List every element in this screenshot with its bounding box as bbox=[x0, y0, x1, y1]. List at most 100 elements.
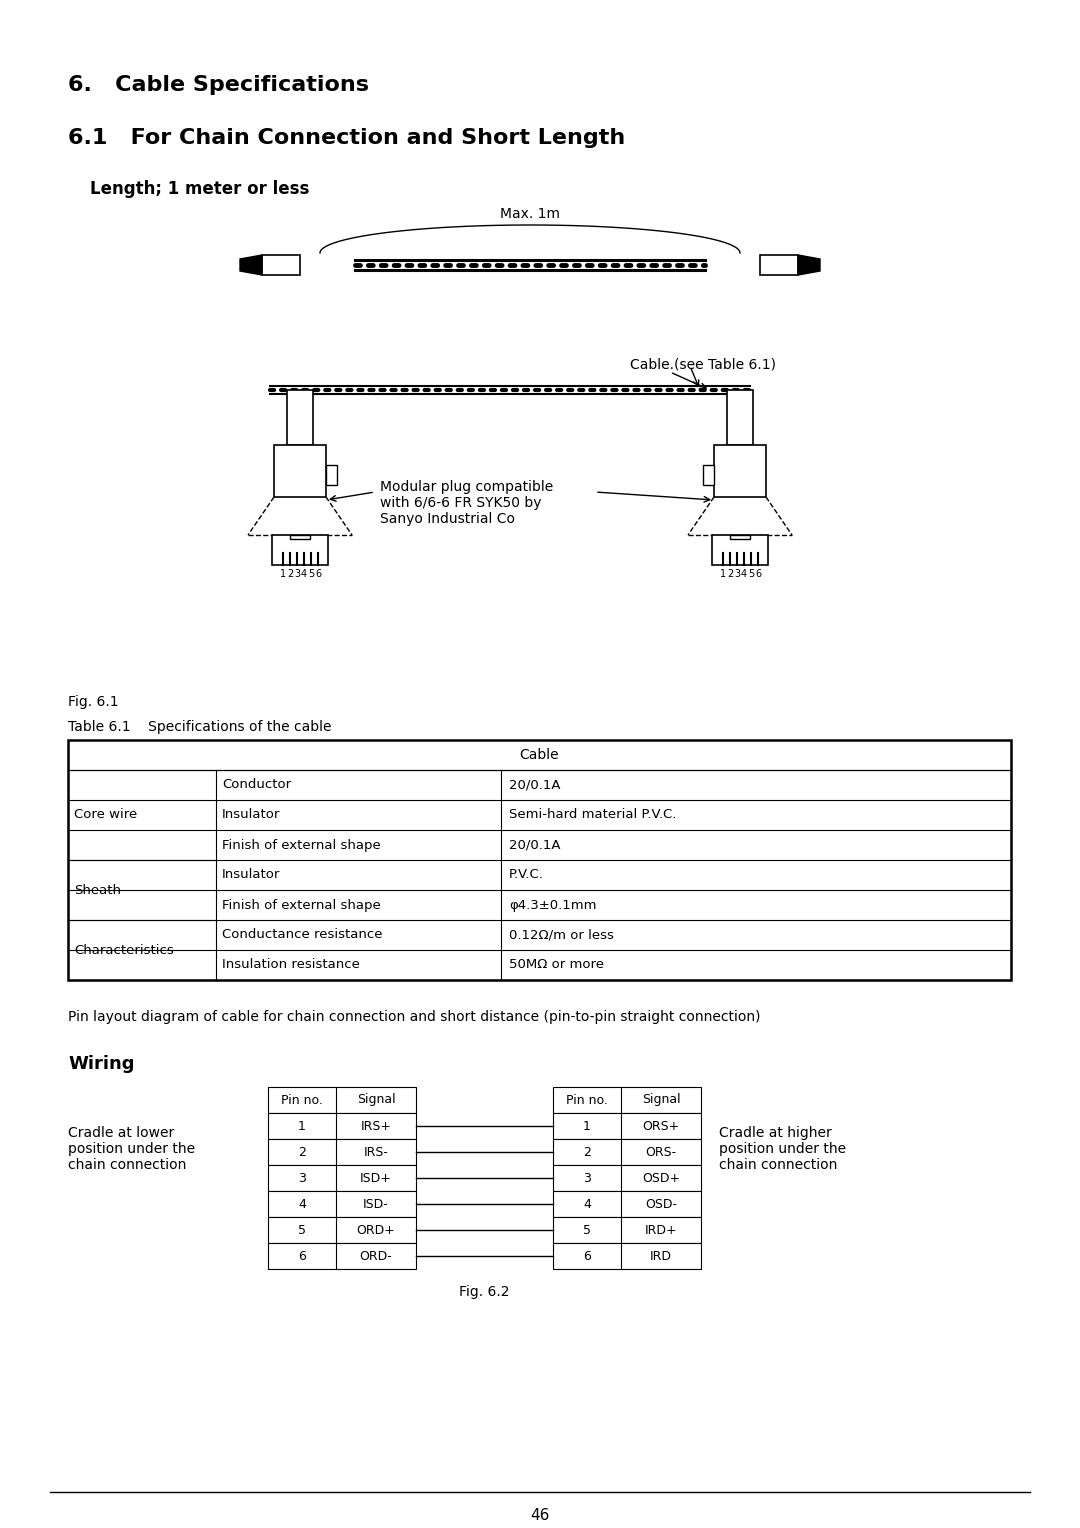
Text: ISD-: ISD- bbox=[363, 1198, 389, 1210]
Bar bbox=[268, 1112, 416, 1138]
Bar bbox=[268, 1216, 416, 1242]
Text: 5: 5 bbox=[747, 568, 754, 579]
Bar bbox=[274, 445, 326, 497]
Text: 6: 6 bbox=[583, 1250, 591, 1262]
Text: Signal: Signal bbox=[642, 1094, 680, 1106]
Text: Conductance resistance: Conductance resistance bbox=[222, 929, 382, 941]
Text: Semi-hard material P.V.C.: Semi-hard material P.V.C. bbox=[509, 808, 676, 822]
Text: 4: 4 bbox=[583, 1198, 591, 1210]
Text: Finish of external shape: Finish of external shape bbox=[222, 898, 381, 912]
Text: Cable.(see Table 6.1): Cable.(see Table 6.1) bbox=[630, 358, 777, 371]
Text: P.V.C.: P.V.C. bbox=[509, 868, 544, 882]
Bar bbox=[268, 1164, 416, 1190]
Bar bbox=[262, 255, 300, 275]
Bar bbox=[553, 1190, 701, 1216]
Text: Cable: Cable bbox=[519, 749, 559, 762]
Text: IRS+: IRS+ bbox=[361, 1120, 391, 1132]
Text: Insulation resistance: Insulation resistance bbox=[222, 958, 360, 972]
Bar bbox=[326, 465, 337, 484]
Text: 5: 5 bbox=[298, 1224, 306, 1236]
Text: Table 6.1    Specifications of the cable: Table 6.1 Specifications of the cable bbox=[68, 720, 332, 733]
Text: 4: 4 bbox=[301, 568, 307, 579]
Text: 5: 5 bbox=[583, 1224, 591, 1236]
Text: 5: 5 bbox=[308, 568, 314, 579]
Text: Sheath: Sheath bbox=[75, 883, 121, 897]
Text: Insulator: Insulator bbox=[222, 808, 281, 822]
Text: Cradle at higher
position under the
chain connection: Cradle at higher position under the chai… bbox=[719, 1126, 846, 1172]
Text: IRS-: IRS- bbox=[364, 1146, 389, 1158]
Text: ORD+: ORD+ bbox=[356, 1224, 395, 1236]
Text: Fig. 6.2: Fig. 6.2 bbox=[459, 1285, 510, 1299]
Text: 2: 2 bbox=[727, 568, 733, 579]
Bar bbox=[730, 535, 750, 539]
Text: OSD-: OSD- bbox=[645, 1198, 677, 1210]
Text: IRD+: IRD+ bbox=[645, 1224, 677, 1236]
Bar bbox=[268, 1190, 416, 1216]
Bar bbox=[553, 1112, 701, 1138]
Text: 2: 2 bbox=[287, 568, 293, 579]
Text: 3: 3 bbox=[734, 568, 740, 579]
Text: Characteristics: Characteristics bbox=[75, 943, 174, 957]
Text: 6: 6 bbox=[298, 1250, 306, 1262]
Text: ORS-: ORS- bbox=[646, 1146, 676, 1158]
Text: Core wire: Core wire bbox=[75, 808, 137, 822]
Bar bbox=[553, 1086, 701, 1112]
Bar bbox=[268, 1086, 416, 1112]
Text: Finish of external shape: Finish of external shape bbox=[222, 839, 381, 851]
Bar bbox=[712, 535, 768, 565]
Text: OSD+: OSD+ bbox=[642, 1172, 680, 1184]
Bar bbox=[268, 1242, 416, 1268]
Text: Insulator: Insulator bbox=[222, 868, 281, 882]
Bar bbox=[727, 390, 753, 445]
Text: Wiring: Wiring bbox=[68, 1054, 135, 1073]
Text: φ4.3±0.1mm: φ4.3±0.1mm bbox=[509, 898, 596, 912]
Text: 4: 4 bbox=[741, 568, 747, 579]
Text: 6.1   For Chain Connection and Short Length: 6.1 For Chain Connection and Short Lengt… bbox=[68, 128, 625, 148]
Text: 3: 3 bbox=[583, 1172, 591, 1184]
Text: 3: 3 bbox=[294, 568, 300, 579]
Text: 6: 6 bbox=[315, 568, 321, 579]
Bar bbox=[68, 740, 1011, 979]
Bar bbox=[291, 535, 310, 539]
Text: 2: 2 bbox=[298, 1146, 306, 1158]
Bar bbox=[287, 390, 313, 445]
Text: IRD: IRD bbox=[650, 1250, 672, 1262]
Text: ISD+: ISD+ bbox=[360, 1172, 392, 1184]
Bar bbox=[553, 1164, 701, 1190]
Text: 20/0.1A: 20/0.1A bbox=[509, 778, 561, 792]
Text: 20/0.1A: 20/0.1A bbox=[509, 839, 561, 851]
Bar bbox=[553, 1242, 701, 1268]
Text: 6: 6 bbox=[755, 568, 761, 579]
Text: 4: 4 bbox=[298, 1198, 306, 1210]
Bar bbox=[553, 1216, 701, 1242]
Text: Pin no.: Pin no. bbox=[281, 1094, 323, 1106]
Bar bbox=[268, 1138, 416, 1164]
Text: 0.12Ω/m or less: 0.12Ω/m or less bbox=[509, 929, 613, 941]
Text: Length; 1 meter or less: Length; 1 meter or less bbox=[90, 180, 309, 199]
Bar bbox=[760, 255, 798, 275]
Text: Max. 1m: Max. 1m bbox=[500, 206, 561, 222]
Bar bbox=[714, 445, 766, 497]
Text: 1: 1 bbox=[280, 568, 286, 579]
Text: Conductor: Conductor bbox=[222, 778, 292, 792]
Text: Signal: Signal bbox=[356, 1094, 395, 1106]
Text: Modular plug compatible
with 6/6-6 FR SYK50 by
Sanyo Industrial Co: Modular plug compatible with 6/6-6 FR SY… bbox=[380, 480, 553, 527]
Text: Cradle at lower
position under the
chain connection: Cradle at lower position under the chain… bbox=[68, 1126, 195, 1172]
Text: 1: 1 bbox=[583, 1120, 591, 1132]
Polygon shape bbox=[240, 255, 262, 275]
Text: 3: 3 bbox=[298, 1172, 306, 1184]
Bar bbox=[553, 1138, 701, 1164]
Bar bbox=[272, 535, 328, 565]
Text: ORD-: ORD- bbox=[360, 1250, 392, 1262]
Text: 1: 1 bbox=[720, 568, 726, 579]
Text: Pin no.: Pin no. bbox=[566, 1094, 608, 1106]
Text: 50MΩ or more: 50MΩ or more bbox=[509, 958, 604, 972]
Text: Pin layout diagram of cable for chain connection and short distance (pin-to-pin : Pin layout diagram of cable for chain co… bbox=[68, 1010, 760, 1024]
Text: 6.   Cable Specifications: 6. Cable Specifications bbox=[68, 75, 369, 95]
Text: Fig. 6.1: Fig. 6.1 bbox=[68, 695, 119, 709]
Polygon shape bbox=[798, 255, 820, 275]
Bar bbox=[703, 465, 714, 484]
Text: 46: 46 bbox=[530, 1508, 550, 1523]
Text: ORS+: ORS+ bbox=[643, 1120, 679, 1132]
Text: 2: 2 bbox=[583, 1146, 591, 1158]
